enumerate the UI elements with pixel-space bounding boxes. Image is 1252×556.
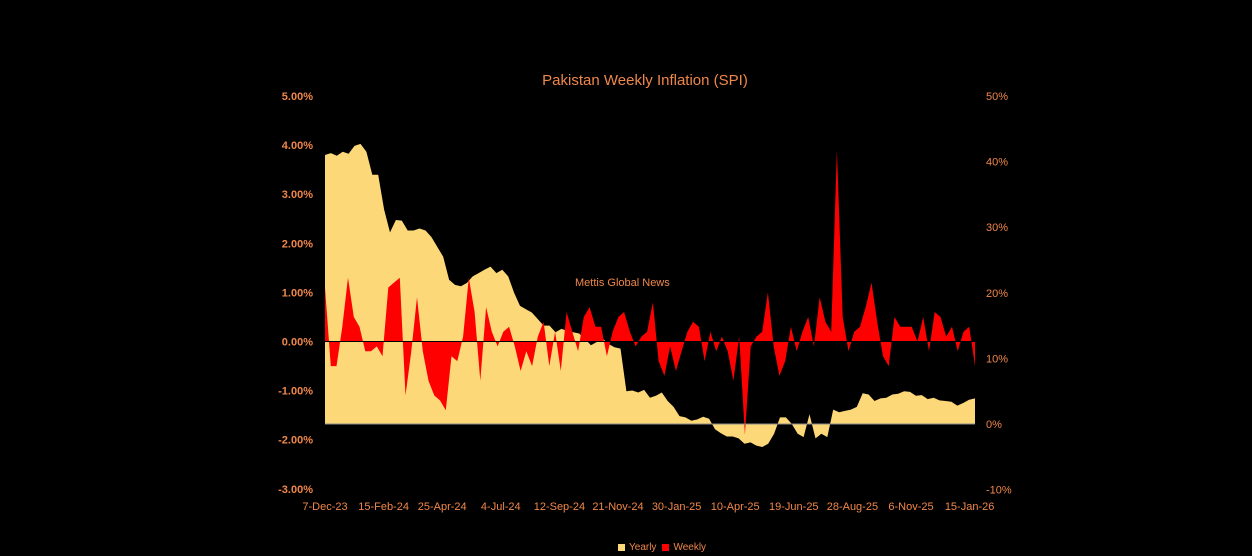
chart-legend: Yearly Weekly — [618, 542, 706, 553]
x-tick-label: 15-Feb-24 — [358, 501, 409, 513]
y-right-tick-label: 10% — [986, 353, 1008, 365]
y-right-tick-label: 50% — [986, 91, 1008, 103]
y-right-tick-label: 40% — [986, 157, 1008, 169]
y-right-tick-label: 30% — [986, 222, 1008, 234]
x-tick-label: 30-Jan-25 — [652, 501, 702, 513]
watermark-label: Mettis Global News — [575, 277, 670, 289]
x-tick-label: 7-Dec-23 — [302, 501, 347, 513]
y-right-tick-label: -10% — [986, 485, 1012, 497]
x-tick-label: 4-Jul-24 — [481, 501, 521, 513]
y-left-tick-label: -1.00% — [278, 386, 313, 398]
chart-title: Pakistan Weekly Inflation (SPI) — [542, 72, 748, 89]
legend-swatch-weekly — [662, 544, 670, 551]
x-tick-label: 10-Apr-25 — [711, 501, 760, 513]
y-left-tick-label: -3.00% — [278, 484, 313, 496]
x-tick-label: 19-Jun-25 — [769, 501, 819, 513]
y-right-tick-label: 20% — [986, 288, 1008, 300]
x-tick-label: 15-Jan-26 — [945, 501, 995, 513]
x-tick-label: 12-Sep-24 — [534, 501, 585, 513]
x-tick-label: 21-Nov-24 — [592, 501, 643, 513]
y-left-tick-label: 2.00% — [282, 238, 313, 250]
y-right-tick-label: 0% — [986, 419, 1002, 431]
y-left-tick-label: 4.00% — [282, 140, 313, 152]
series-yearly-area — [325, 143, 975, 447]
y-left-tick-label: 3.00% — [282, 189, 313, 201]
x-tick-label: 25-Apr-24 — [418, 501, 467, 513]
legend-label-weekly: Weekly — [673, 542, 707, 553]
y-left-tick-label: 0.00% — [282, 337, 313, 349]
x-tick-label: 6-Nov-25 — [888, 501, 933, 513]
y-left-tick-label: 1.00% — [282, 287, 313, 299]
x-tick-label: 28-Aug-25 — [827, 501, 878, 513]
y-left-tick-label: -2.00% — [278, 435, 313, 447]
legend-label-yearly: Yearly — [629, 542, 657, 553]
legend-swatch-yearly — [618, 544, 625, 551]
y-left-tick-label: 5.00% — [282, 91, 313, 103]
